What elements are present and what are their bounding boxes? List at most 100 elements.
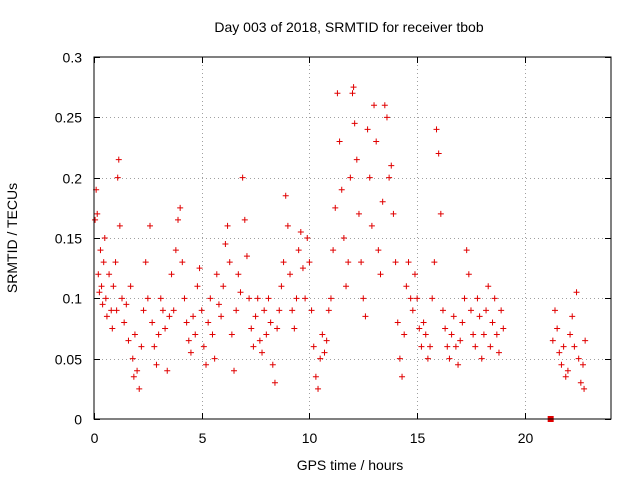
data-point	[254, 295, 261, 302]
data-point	[287, 271, 294, 278]
data-point	[373, 138, 380, 145]
data-point	[97, 247, 104, 254]
data-point	[213, 271, 220, 278]
data-point	[330, 247, 337, 254]
data-point	[187, 349, 194, 356]
data-point	[347, 174, 354, 181]
data-point	[102, 295, 109, 302]
data-point	[101, 235, 108, 241]
data-point	[198, 307, 205, 314]
data-point	[366, 174, 373, 181]
data-point	[138, 343, 145, 350]
data-point	[375, 247, 382, 254]
data-point	[130, 373, 137, 380]
data-point	[463, 247, 470, 254]
data-point	[495, 349, 502, 356]
data-point	[467, 307, 474, 314]
data-point	[571, 343, 578, 350]
data-point	[368, 222, 375, 229]
data-point	[203, 361, 210, 368]
data-point	[226, 259, 233, 266]
data-point	[220, 283, 227, 290]
data-point	[179, 259, 186, 266]
data-point	[241, 216, 248, 223]
data-point	[209, 331, 216, 338]
data-point	[231, 367, 238, 374]
y-tick-label: 0	[74, 412, 82, 428]
data-point	[377, 271, 384, 278]
data-point	[345, 259, 352, 266]
data-point	[112, 259, 119, 266]
data-point	[308, 307, 315, 314]
data-point	[263, 331, 270, 338]
data-point	[461, 295, 468, 302]
data-point	[394, 319, 401, 326]
data-point	[196, 265, 203, 272]
data-point	[558, 361, 565, 368]
data-point	[192, 331, 199, 338]
y-tick-label: 0.1	[63, 291, 83, 307]
data-point	[416, 325, 423, 332]
data-point	[96, 289, 103, 296]
data-point	[246, 295, 253, 302]
data-point	[151, 343, 158, 350]
data-point	[381, 102, 388, 109]
data-point	[489, 319, 496, 326]
data-point	[200, 343, 207, 350]
data-point	[110, 283, 117, 290]
data-point	[427, 343, 434, 350]
data-point	[500, 325, 507, 332]
data-point	[418, 343, 425, 350]
data-point	[205, 319, 212, 326]
data-point	[459, 319, 466, 326]
data-point	[224, 222, 231, 229]
data-point	[549, 337, 556, 344]
data-point	[92, 216, 99, 223]
data-point	[166, 313, 173, 320]
data-point	[472, 343, 479, 350]
data-point	[131, 331, 138, 338]
data-point	[569, 313, 576, 320]
data-point	[185, 337, 192, 344]
data-point	[450, 313, 457, 320]
data-point	[147, 222, 154, 229]
data-point	[431, 259, 438, 266]
data-point	[114, 174, 121, 181]
data-point	[332, 204, 339, 211]
data-point	[379, 198, 386, 205]
data-point	[95, 271, 102, 278]
data-point	[215, 301, 222, 308]
data-point	[168, 271, 175, 278]
data-point	[304, 235, 311, 241]
data-point	[405, 259, 412, 266]
data-point	[103, 313, 110, 320]
data-point	[386, 174, 393, 181]
data-point	[334, 90, 341, 97]
data-point	[115, 156, 122, 163]
data-point	[282, 192, 289, 199]
y-tick-label: 0.25	[55, 110, 82, 126]
data-point	[476, 313, 483, 320]
data-point	[108, 307, 115, 314]
data-point	[491, 295, 498, 302]
data-point	[478, 355, 485, 362]
chart-title: Day 003 of 2018, SRMTID for receiver tbo…	[214, 19, 483, 35]
data-point	[276, 307, 283, 314]
data-point	[388, 162, 395, 169]
y-axis-label: SRMTID / TECUs	[4, 183, 20, 293]
data-point	[250, 343, 257, 350]
data-point	[175, 216, 182, 223]
data-point	[235, 271, 242, 278]
data-point	[265, 295, 272, 302]
data-point	[358, 259, 365, 266]
x-tick-label: 10	[302, 430, 318, 446]
data-point	[392, 259, 399, 266]
data-point	[560, 343, 567, 350]
data-point	[573, 289, 580, 296]
data-point	[211, 355, 218, 362]
data-point	[457, 337, 464, 344]
data-point	[338, 186, 345, 193]
data-point	[261, 307, 268, 314]
data-point	[567, 331, 574, 338]
data-point	[299, 265, 306, 272]
